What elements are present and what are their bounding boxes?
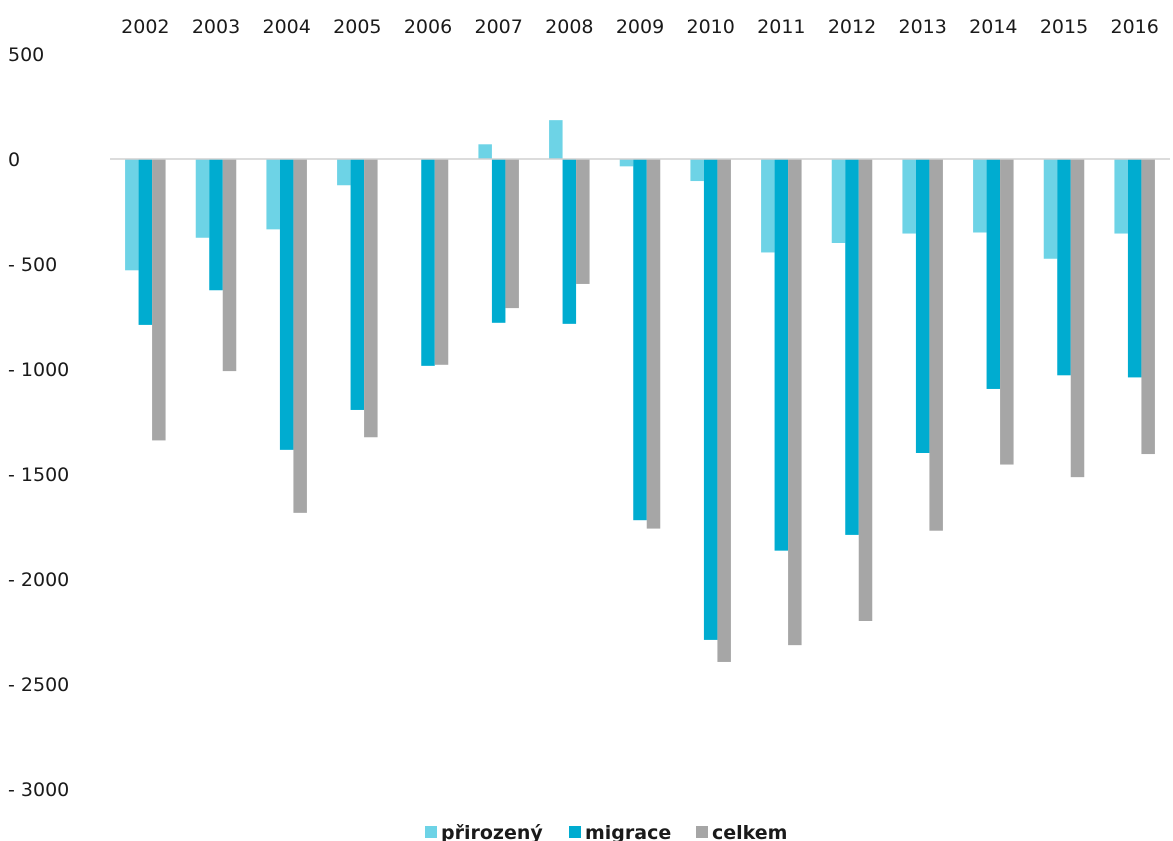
bar-migrace-2008	[562, 159, 577, 324]
bar-migrace-2009	[633, 159, 647, 521]
bar-celkem-2011	[788, 159, 802, 646]
x-axis-category-labels: 2002 2003 2004 2005 2006 2007 2008 2009 2010 2011…	[121, 16, 1159, 38]
legend-swatch	[696, 826, 708, 838]
legend-label: migrace	[585, 822, 671, 841]
x-tick-label: 2010	[686, 16, 734, 38]
bar-migrace-2006	[421, 159, 435, 366]
bar-migrace-2010	[703, 159, 718, 640]
bar-migrace-2002	[138, 159, 153, 325]
bar-přirozený-2008	[549, 120, 563, 159]
bar-migrace-2004	[279, 159, 294, 450]
x-tick-label: 2005	[333, 16, 381, 38]
y-tick-label: - 2500	[8, 674, 69, 696]
bar-přirozený-2016	[1114, 159, 1128, 234]
x-tick-label: 2015	[1040, 16, 1088, 38]
bar-celkem-2010	[717, 159, 731, 662]
bar-celkem-2003	[222, 159, 237, 372]
bar-migrace-2007	[491, 159, 506, 323]
legend-swatch	[425, 826, 437, 838]
y-tick-label: - 1000	[8, 359, 69, 381]
bar-přirozený-2014	[973, 159, 987, 233]
bar-přirozený-2011	[761, 159, 775, 253]
bar-celkem-2004	[293, 159, 307, 513]
x-tick-label: 2011	[757, 16, 805, 38]
y-tick-label: - 3000	[8, 779, 69, 801]
bar-migrace-2013	[915, 159, 930, 453]
x-tick-label: 2013	[898, 16, 946, 38]
bar-přirozený-2002	[125, 159, 139, 271]
bar-celkem-2012	[858, 159, 873, 621]
bar-přirozený-2012	[831, 159, 846, 243]
bar-přirozený-2015	[1043, 159, 1058, 259]
bar-migrace-2005	[350, 159, 365, 410]
x-tick-label: 2012	[828, 16, 876, 38]
bar-celkem-2006	[434, 159, 449, 365]
x-tick-label: 2006	[404, 16, 452, 38]
bar-migrace-2012	[845, 159, 859, 535]
x-tick-label: 2009	[616, 16, 664, 38]
bar-migrace-2011	[774, 159, 789, 551]
y-tick-label: 500	[8, 44, 44, 66]
bar-migrace-2014	[986, 159, 1001, 389]
bar-přirozený-2004	[266, 159, 280, 230]
legend-label: celkem	[712, 822, 787, 841]
bar-migrace-2016	[1127, 159, 1142, 378]
bar-přirozený-2009	[619, 159, 634, 167]
y-tick-label: - 1500	[8, 464, 69, 486]
legend: přirozený migrace celkem	[425, 822, 787, 841]
bar-celkem-2016	[1141, 159, 1155, 455]
x-tick-label: 2002	[121, 16, 169, 38]
bar-celkem-2009	[646, 159, 661, 529]
legend-swatch	[569, 826, 581, 838]
y-tick-label: - 500	[8, 254, 57, 276]
y-tick-label: - 2000	[8, 569, 69, 591]
bar-přirozený-2010	[690, 159, 704, 182]
bar-celkem-2013	[929, 159, 943, 531]
bar-celkem-2005	[364, 159, 378, 438]
x-tick-label: 2014	[969, 16, 1017, 38]
x-tick-label: 2008	[545, 16, 593, 38]
x-tick-label: 2003	[192, 16, 240, 38]
bar-přirozený-2007	[478, 144, 492, 159]
legend-label: přirozený	[441, 822, 543, 841]
x-tick-label: 2004	[262, 16, 310, 38]
bar-přirozený-2013	[902, 159, 916, 234]
bar-celkem-2002	[152, 159, 166, 441]
bar-migrace-2003	[209, 159, 223, 291]
bar-celkem-2015	[1070, 159, 1085, 478]
bar-celkem-2008	[576, 159, 590, 284]
bars-group	[125, 120, 1155, 662]
y-tick-label: 0	[8, 149, 20, 171]
bar-celkem-2014	[1000, 159, 1014, 465]
bar-celkem-2007	[505, 159, 519, 309]
y-axis-ticks: 500 0 - 500 - 1000 - 1500 - 2000 - 2500 - 3000	[8, 44, 69, 801]
bar-migrace-2015	[1057, 159, 1071, 376]
bar-přirozený-2005	[337, 159, 351, 186]
bar-přirozený-2003	[195, 159, 210, 238]
x-tick-label: 2016	[1110, 16, 1158, 38]
x-tick-label: 2007	[474, 16, 522, 38]
